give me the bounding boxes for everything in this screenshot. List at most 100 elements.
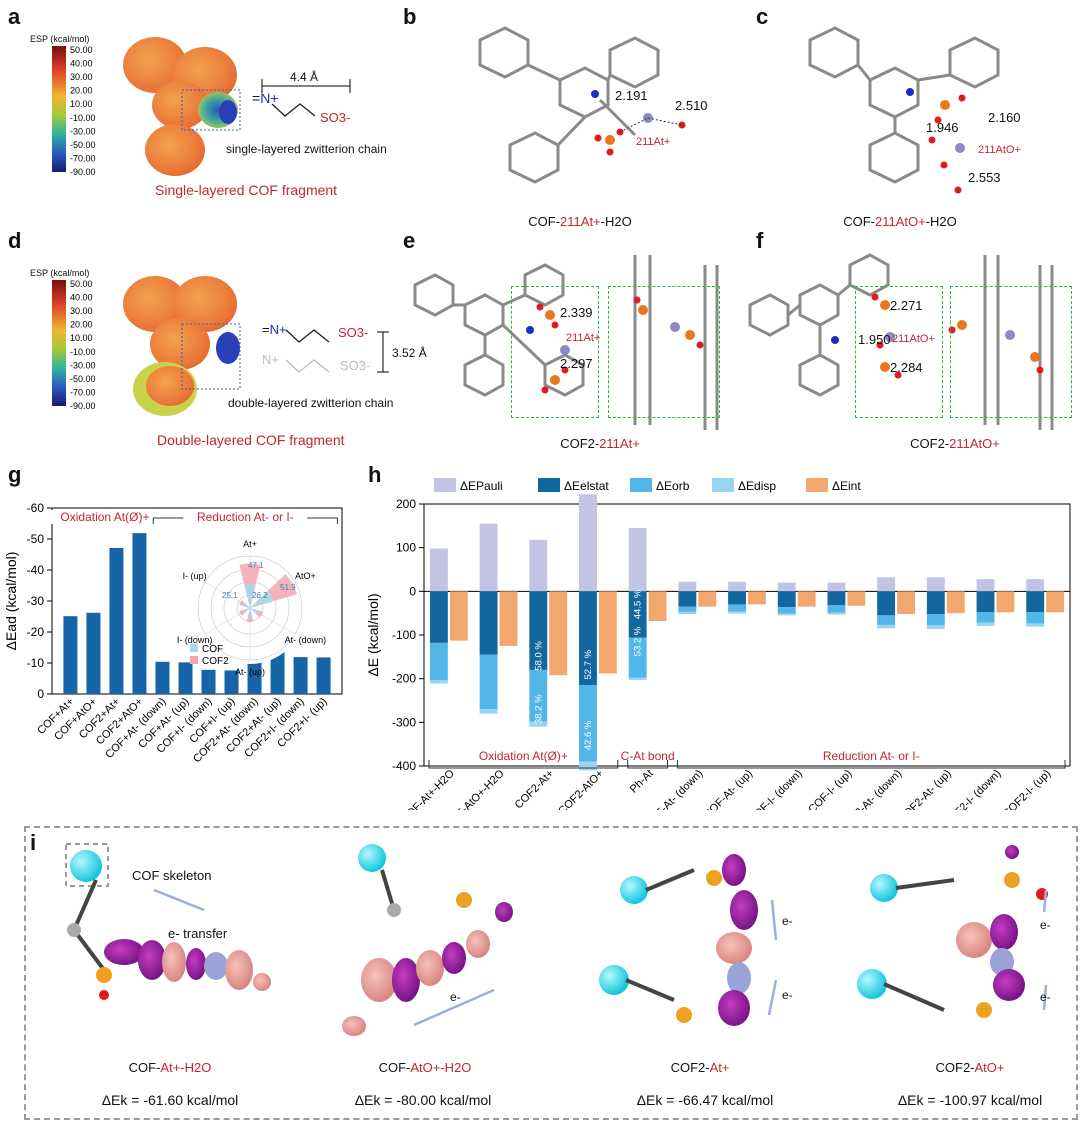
i-caption-4: COF2-AtO+ <box>935 1060 1005 1075</box>
g-legend-cof2-swatch <box>190 656 198 664</box>
esp-tick-d: -50.00 <box>70 374 96 384</box>
h-bar-orb <box>877 615 896 625</box>
h-bar-pauli <box>827 582 846 592</box>
h-bar-pauli <box>678 581 697 592</box>
h-percent-label: 42.6 % <box>583 720 594 750</box>
esp-surface-a <box>123 37 241 176</box>
g-polar-value-label: 47.1 <box>248 561 264 570</box>
g-bar <box>201 669 216 694</box>
h-bar-pauli <box>777 582 796 592</box>
h-xtick-label: COF-At- (up) <box>702 768 755 810</box>
h-percent-label: 53.2 % <box>633 626 644 656</box>
g-polar-axis-label: I- (down) <box>177 635 213 645</box>
highlight-box-f1 <box>855 286 943 418</box>
h-bar-elstat <box>877 591 896 616</box>
esp-tick-d: -30.00 <box>70 360 96 370</box>
g-polar-axis-label: At+ <box>243 539 257 549</box>
h-bar-disp <box>529 721 548 727</box>
molecule-c <box>808 26 1000 194</box>
atom-label-c: 211AtO+ <box>978 144 1021 156</box>
caption-b: COF-211At+-H2O <box>528 214 632 229</box>
h-ylabel: ΔE (kcal/mol) <box>365 593 381 676</box>
i-ek-3: ΔEk = -66.47 kcal/mol <box>636 1092 774 1108</box>
distance-e1: 2.339 <box>560 305 593 320</box>
panel-letter-a: a <box>8 4 21 29</box>
i-ek-4: ΔEk = -100.97 kcal/mol <box>897 1092 1043 1108</box>
h-legend-label: ΔEint <box>832 479 861 493</box>
h-bar-pauli <box>926 577 945 592</box>
h-plot-frame <box>423 503 1071 767</box>
h-bar-disp <box>429 679 448 684</box>
h-ytick-label: -200 <box>392 672 416 686</box>
h-bar-disp <box>579 761 597 771</box>
g-polar-axis-label: At- (down) <box>285 635 327 645</box>
panel-letter-e: e <box>403 228 416 253</box>
distance-b2: 2.510 <box>675 98 708 113</box>
g-bar <box>224 670 239 694</box>
g-ytick-label: -60 <box>27 501 45 515</box>
h-bar-disp <box>877 624 896 629</box>
h-legend-label: ΔEorb <box>656 479 690 493</box>
panel-letter-b: b <box>403 4 417 29</box>
panel-letter-d: d <box>8 228 22 253</box>
h-group-bracket <box>627 760 668 769</box>
g-bar <box>63 616 78 694</box>
g-legend-cof-swatch <box>190 644 198 652</box>
esp-title-a: ESP (kcal/mol) <box>30 34 90 44</box>
h-bar-elstat <box>1026 591 1045 613</box>
panel-letter-h: h <box>368 462 382 487</box>
distance-c2: 2.160 <box>988 110 1021 125</box>
electron-label-2: e- <box>450 990 461 1004</box>
esp-colorbar-a: 50.00 40.00 30.00 20.00 10.00 -10.00 -30.00 -50… <box>52 45 96 177</box>
esp-tick-a: 10.00 <box>70 99 93 109</box>
g-polar-inset: At+ AtO+ At- (down) At- (up) I- (down) I- (up… <box>177 539 326 677</box>
g-bar <box>132 533 147 694</box>
h-bar-orb <box>976 612 995 623</box>
h-bar-elstat <box>579 591 597 686</box>
g-ytick-label: -20 <box>27 625 45 639</box>
h-bar-elstat <box>728 591 746 605</box>
h-ytick-label: -400 <box>392 759 416 773</box>
esp-tick-d: 20.00 <box>70 320 93 330</box>
h-bar-disp <box>827 612 846 615</box>
esp-tick-a: 20.00 <box>70 86 93 96</box>
h-bar-elstat <box>628 591 647 638</box>
esp-tick-d: 50.00 <box>70 279 93 289</box>
distance-arrow-a <box>261 79 351 93</box>
highlight-box-e1 <box>511 286 599 418</box>
transfer-label: e- transfer <box>168 926 228 941</box>
distance-c1: 1.946 <box>926 120 959 135</box>
g-polar-cof-sector <box>250 608 260 615</box>
atom-label-e: 211At+ <box>566 332 601 344</box>
h-xtick-label: COF2-At- (up) <box>896 768 954 810</box>
h-bar-elstat <box>529 591 548 670</box>
chain-label-a: single-layered zwitterion chain <box>226 142 387 156</box>
esp-tick-d: 10.00 <box>70 333 93 343</box>
h-bar-elstat <box>479 591 498 655</box>
g-polar-axis-label: I- (up) <box>183 571 207 581</box>
g-legend-cof: COF <box>202 644 223 655</box>
h-xtick-label: COF2-At+ <box>513 768 557 810</box>
i-ek-1: ΔEk = -61.60 kcal/mol <box>101 1092 239 1108</box>
h-bar-orb <box>777 607 796 614</box>
h-bar-orb <box>579 685 597 762</box>
h-bar-disp <box>728 611 746 614</box>
esp-title-d: ESP (kcal/mol) <box>30 268 90 278</box>
h-bar-pauli <box>976 579 995 592</box>
g-bar <box>270 647 285 694</box>
nitrogen-label-d2: N+ <box>262 352 279 367</box>
h-legend-label: ΔEPauli <box>460 479 503 493</box>
h-bar-disp <box>976 622 995 626</box>
h-legend-swatch <box>712 478 734 492</box>
h-bar-int <box>648 591 667 622</box>
esp-tick-a: 40.00 <box>70 59 93 69</box>
g-polar-cof-sector <box>247 608 253 618</box>
esp-tick-a: -10.00 <box>70 113 96 123</box>
h-bar-pauli <box>529 539 548 592</box>
h-bar-pauli <box>877 577 896 592</box>
esp-tick-d: -90.00 <box>70 401 96 411</box>
h-bar-orb <box>1026 612 1045 624</box>
h-ytick-label: -100 <box>392 628 416 642</box>
esp-tick-d: -70.00 <box>70 387 96 397</box>
distance-b1: 2.191 <box>615 88 648 103</box>
